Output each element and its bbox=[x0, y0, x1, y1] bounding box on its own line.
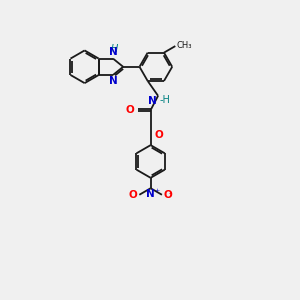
Text: O: O bbox=[154, 130, 163, 140]
Text: O: O bbox=[126, 105, 135, 115]
Text: -H: -H bbox=[160, 95, 170, 105]
Text: N: N bbox=[109, 76, 118, 86]
Text: -: - bbox=[169, 189, 172, 198]
Text: O: O bbox=[163, 190, 172, 200]
Text: H: H bbox=[111, 44, 118, 54]
Text: N: N bbox=[146, 189, 155, 199]
Text: O: O bbox=[129, 190, 138, 200]
Text: +: + bbox=[155, 188, 160, 193]
Text: N: N bbox=[148, 96, 157, 106]
Text: N: N bbox=[109, 47, 117, 57]
Text: CH₃: CH₃ bbox=[176, 41, 192, 50]
